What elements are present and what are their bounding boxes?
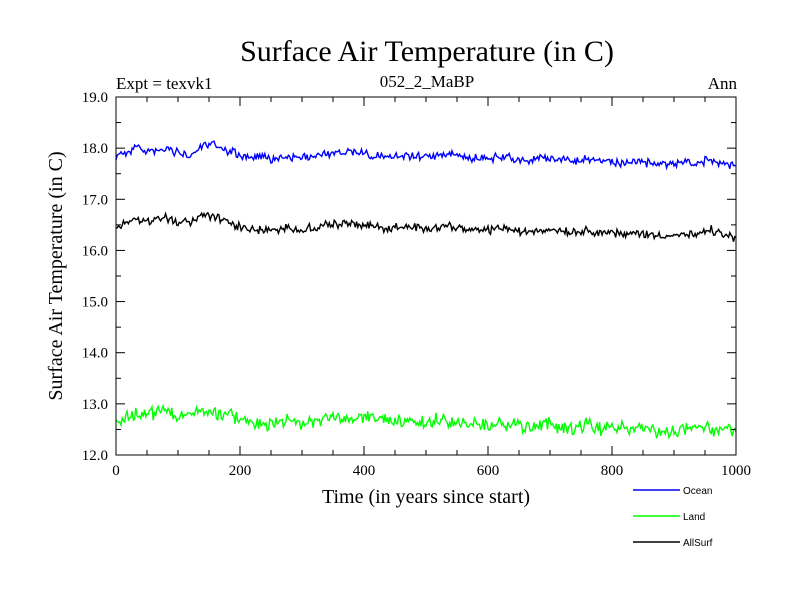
legend-label-land: Land bbox=[683, 512, 705, 523]
experiment-label: Expt = texvk1 bbox=[116, 74, 212, 93]
x-tick-label: 0 bbox=[112, 463, 120, 479]
y-tick-label: 19.0 bbox=[82, 90, 108, 106]
legend-label-allsurf: AllSurf bbox=[683, 538, 713, 549]
series-line-allsurf bbox=[115, 211, 737, 242]
series-line-land bbox=[115, 403, 737, 440]
y-tick-label: 18.0 bbox=[82, 141, 108, 157]
y-tick-label: 13.0 bbox=[82, 397, 108, 413]
chart-title: Surface Air Temperature (in C) bbox=[240, 35, 614, 68]
series-line-ocean bbox=[115, 140, 737, 171]
legend: Ocean Land AllSurf bbox=[633, 486, 713, 549]
y-tick-label: 14.0 bbox=[82, 346, 108, 362]
x-tick-label: 800 bbox=[601, 463, 624, 479]
series-layer bbox=[115, 140, 737, 440]
y-tick-label: 16.0 bbox=[82, 243, 108, 259]
x-axis: 0 200 400 600 800 1000 bbox=[112, 97, 751, 479]
y-axis-title: Surface Air Temperature (in C) bbox=[45, 151, 67, 400]
x-tick-label: 600 bbox=[477, 463, 500, 479]
y-tick-label: 17.0 bbox=[82, 192, 108, 208]
x-tick-label: 400 bbox=[353, 463, 376, 479]
y-axis: 12.0 13.0 14.0 15.0 16.0 17.0 18.0 19.0 bbox=[82, 90, 736, 464]
x-axis-title: Time (in years since start) bbox=[322, 486, 530, 508]
chart-subtitle: 052_2_MaBP bbox=[380, 72, 474, 91]
legend-label-ocean: Ocean bbox=[683, 486, 712, 497]
season-label: Ann bbox=[708, 74, 738, 93]
plot-frame bbox=[115, 96, 737, 456]
x-tick-label: 1000 bbox=[721, 463, 751, 479]
y-tick-label: 12.0 bbox=[82, 448, 108, 464]
x-tick-label: 200 bbox=[229, 463, 252, 479]
y-tick-label: 15.0 bbox=[82, 295, 108, 311]
